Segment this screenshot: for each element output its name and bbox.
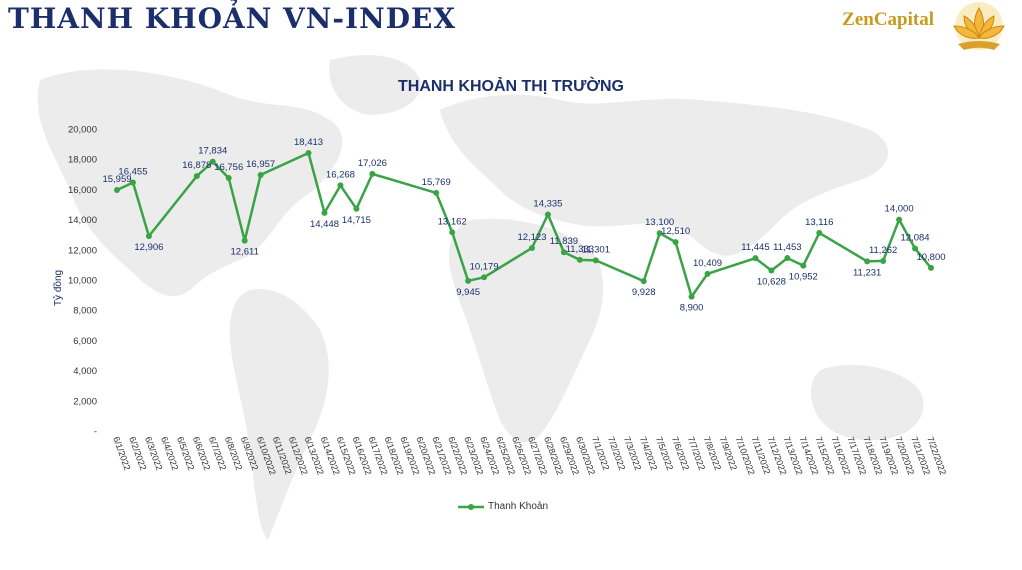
data-label: 9,945 xyxy=(456,287,480,298)
chart-title: THANH KHOẢN THỊ TRƯỜNG xyxy=(397,78,624,95)
y-tick-label: 14,000 xyxy=(68,215,97,226)
data-label: 12,510 xyxy=(661,226,690,237)
world-map-background xyxy=(37,55,924,540)
data-point xyxy=(481,274,488,281)
data-label: 13,100 xyxy=(645,217,674,228)
data-label: 12,123 xyxy=(517,232,546,243)
y-tick-label: 8,000 xyxy=(73,306,97,317)
data-point xyxy=(114,187,120,194)
data-point xyxy=(864,258,871,265)
data-point xyxy=(369,170,376,177)
legend-line-marker xyxy=(458,503,484,510)
y-tick-label: 6,000 xyxy=(73,336,97,347)
chart-legend: Thanh Khoản xyxy=(458,501,548,512)
data-point xyxy=(209,158,216,165)
y-tick-label: 12,000 xyxy=(68,245,97,256)
data-label: 16,268 xyxy=(326,169,355,180)
data-label: 10,952 xyxy=(789,272,818,283)
data-point xyxy=(449,229,456,236)
data-label: 14,448 xyxy=(310,219,339,230)
data-point xyxy=(465,277,472,284)
data-point xyxy=(241,237,248,244)
y-tick-label: 10,000 xyxy=(68,276,97,287)
y-tick-label: 20,000 xyxy=(68,125,97,136)
data-point xyxy=(305,149,312,156)
data-label: 11,453 xyxy=(773,242,801,253)
data-label: 17,834 xyxy=(198,146,227,157)
data-point xyxy=(337,182,344,189)
data-label: 13,116 xyxy=(805,217,833,228)
data-label: 10,179 xyxy=(470,261,499,272)
data-label: 11,333 xyxy=(566,244,594,255)
data-point xyxy=(129,179,136,186)
data-label: 14,335 xyxy=(533,199,562,210)
data-point xyxy=(321,209,328,216)
data-point xyxy=(784,255,791,262)
data-point xyxy=(688,293,695,300)
data-point xyxy=(353,205,360,212)
legend-label: Thanh Khoản xyxy=(488,501,549,512)
data-point xyxy=(576,256,583,263)
data-label: 12,906 xyxy=(134,242,163,253)
data-label: 16,878 xyxy=(182,160,211,171)
data-label: 8,900 xyxy=(680,303,704,314)
data-point xyxy=(768,267,775,274)
data-point xyxy=(896,216,903,223)
data-label: 15,769 xyxy=(422,177,451,188)
data-label: 11,262 xyxy=(869,245,897,256)
page-title: THANH KHOẢN VN-INDEX xyxy=(8,2,457,35)
brand-name: ZenCapital xyxy=(842,9,934,30)
data-point xyxy=(672,239,679,246)
data-label: 10,628 xyxy=(757,277,786,288)
data-point xyxy=(912,245,919,252)
data-label: 14,000 xyxy=(885,204,914,215)
data-point xyxy=(928,264,934,271)
data-label: 16,756 xyxy=(214,162,243,173)
data-label: 16,455 xyxy=(118,167,147,178)
data-label: 11,445 xyxy=(741,242,769,253)
data-point xyxy=(433,189,440,196)
data-label: 11,231 xyxy=(853,267,881,278)
data-label: 18,413 xyxy=(294,137,323,148)
data-point xyxy=(592,257,599,264)
data-label: 16,957 xyxy=(246,159,275,170)
data-label: 11,301 xyxy=(582,244,610,255)
data-point xyxy=(752,255,759,262)
data-label: 15,959 xyxy=(102,174,131,185)
data-label: 13,162 xyxy=(438,216,467,227)
data-point xyxy=(816,229,823,236)
data-label: 12,084 xyxy=(901,233,930,244)
y-tick-label: - xyxy=(94,427,97,438)
data-label: 9,928 xyxy=(632,287,656,298)
data-point xyxy=(704,270,711,277)
y-axis-label: Tỷ đồng xyxy=(52,270,64,306)
data-label: 14,715 xyxy=(342,215,371,226)
data-point xyxy=(528,244,535,251)
data-point xyxy=(880,257,887,264)
data-point xyxy=(560,249,567,256)
data-label: 12,611 xyxy=(231,247,259,258)
data-point xyxy=(225,174,232,181)
lotus-icon xyxy=(953,2,1005,50)
data-point xyxy=(800,262,807,269)
data-point xyxy=(145,233,152,240)
y-tick-label: 2,000 xyxy=(73,396,97,407)
data-label: 10,800 xyxy=(916,252,945,263)
data-label: 11,839 xyxy=(550,236,578,247)
data-point xyxy=(640,278,647,285)
data-point xyxy=(193,173,200,180)
y-tick-label: 16,000 xyxy=(68,185,97,196)
data-point xyxy=(656,230,663,237)
data-point xyxy=(257,171,264,178)
y-tick-label: 4,000 xyxy=(73,366,97,377)
data-label: 10,409 xyxy=(693,258,722,269)
y-tick-label: 18,000 xyxy=(68,155,97,166)
data-point xyxy=(544,211,551,218)
data-label: 17,026 xyxy=(358,158,387,169)
